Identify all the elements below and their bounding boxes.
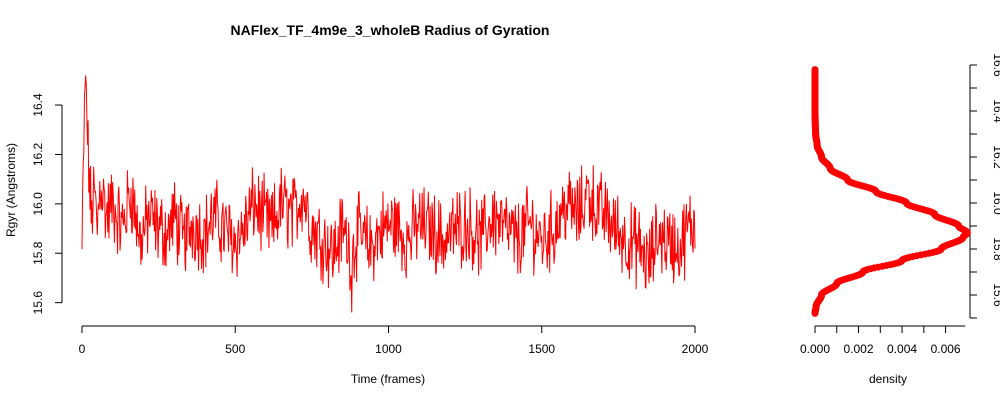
chart-title: NAFlex_TF_4m9e_3_wholeB Radius of Gyrati… — [231, 22, 550, 38]
density-y-tick-label: 16.4 — [991, 99, 1000, 123]
y-tick-label: 16.2 — [31, 142, 45, 166]
density-y-tick-label: 16.2 — [991, 145, 1000, 169]
density-plot: 0.000 0.002 0.004 0.006 15.6 15.8 16.0 16.2 16.… — [800, 53, 1000, 386]
x-axis-label: Time (frames) — [351, 372, 425, 386]
density-x-tick-label: 0.006 — [931, 342, 961, 356]
y-tick-label: 16.0 — [31, 192, 45, 216]
y-tick-label: 15.6 — [31, 291, 45, 315]
x-tick-label: 1000 — [375, 342, 402, 356]
y-tick-label: 16.4 — [31, 93, 45, 117]
density-x-tick-label: 0.004 — [887, 342, 917, 356]
x-tick-label: 0 — [79, 342, 86, 356]
y-tick-label: 15.8 — [31, 241, 45, 265]
x-tick-label: 1500 — [528, 342, 555, 356]
density-x-tick-label: 0.002 — [844, 342, 874, 356]
density-y-tick-label: 15.8 — [991, 237, 1000, 261]
density-y-tick-label: 16.6 — [991, 53, 1000, 77]
y-axis: 15.6 15.8 16.0 16.2 16.4 — [31, 93, 63, 315]
x-tick-label: 500 — [225, 342, 245, 356]
y-axis-label: Rgyr (Angstroms) — [4, 143, 18, 237]
density-points — [811, 66, 971, 317]
density-y-tick-label: 16.0 — [991, 191, 1000, 215]
x-tick-label: 2000 — [682, 342, 709, 356]
density-y-tick-label: 15.6 — [991, 283, 1000, 307]
density-x-tick-label: 0.000 — [800, 342, 830, 356]
density-y-axis: 15.6 15.8 16.0 16.2 16.4 16.6 — [969, 53, 1000, 319]
x-axis: 0 500 1000 1500 2000 — [79, 325, 709, 356]
density-x-axis: 0.000 0.002 0.004 0.006 — [800, 325, 966, 356]
density-point — [811, 66, 819, 74]
time-series-plot: 0 500 1000 1500 2000 15.6 15.8 16.0 16.2 16.4 Ti… — [4, 75, 709, 386]
density-x-axis-label: density — [869, 372, 907, 386]
rgyr-series-line — [81, 75, 696, 313]
